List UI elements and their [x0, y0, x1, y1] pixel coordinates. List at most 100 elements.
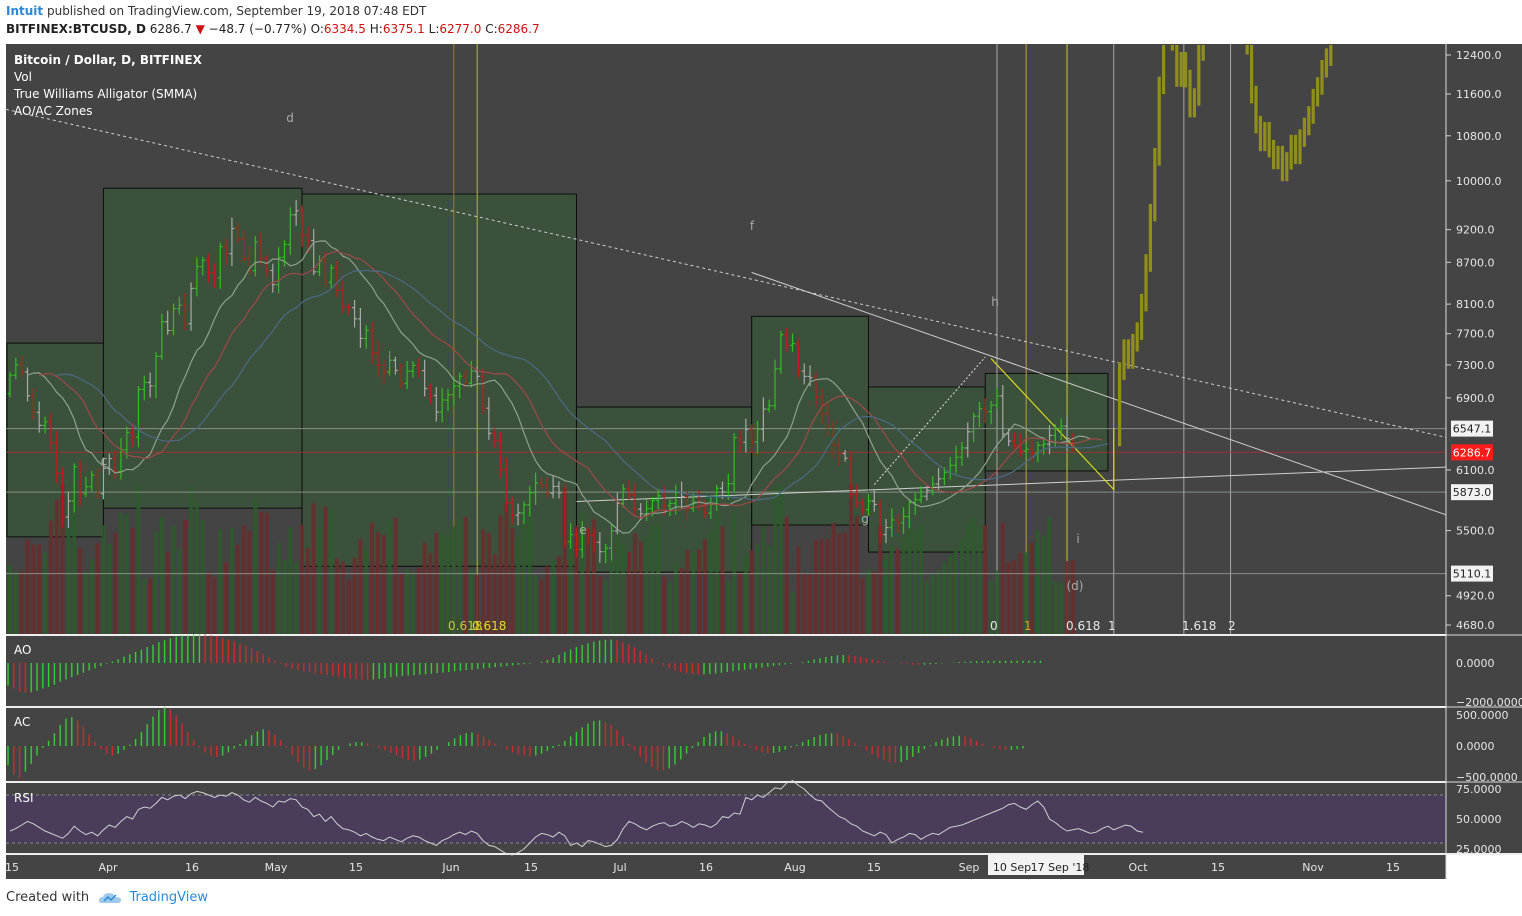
volume-bar	[416, 567, 421, 634]
price-bar	[772, 359, 778, 410]
price-bar	[1064, 415, 1070, 451]
volume-bar	[621, 544, 626, 634]
volume-bar	[767, 545, 772, 634]
volume-bar	[148, 578, 153, 634]
price-bars	[7, 199, 1109, 564]
price-bar	[19, 354, 25, 377]
time-axis: 15 Apr 16 May 15 Jun 15 Jul 16 Aug 15 Sep 10 Sep 17 S…	[5, 855, 1400, 875]
volume-bar	[142, 579, 147, 634]
volume-bar	[294, 561, 299, 634]
price-bar	[836, 435, 842, 466]
price-bar	[83, 476, 89, 498]
volume-bar	[592, 519, 596, 634]
volume-bar	[691, 552, 696, 634]
price-bar	[340, 280, 346, 315]
alligator-line-2	[56, 269, 1109, 501]
volume-bar	[574, 525, 579, 634]
price-bar	[229, 217, 235, 267]
price-bar	[1058, 418, 1064, 441]
volume-bar	[130, 527, 135, 634]
volume-bar	[860, 578, 865, 634]
price-bar	[982, 398, 988, 424]
volume-bar	[1012, 559, 1017, 634]
price-bar	[293, 199, 299, 226]
author-link[interactable]: Intuit	[6, 4, 44, 18]
chart-canvas[interactable]: Bitcoin / Dollar, D, BITFINEX Vol True Wil…	[0, 42, 1522, 888]
ac-pane-background	[6, 708, 1446, 781]
ao-pane-title: AO	[14, 643, 31, 657]
volume-bar	[562, 488, 567, 634]
volume-bar	[1059, 582, 1064, 634]
volume-bar	[1035, 530, 1040, 634]
price-bar	[387, 351, 393, 376]
volume-bar	[930, 574, 935, 634]
alligator-line-0	[27, 240, 1091, 534]
price-tick-label: 6900.0	[1456, 392, 1495, 405]
price-bar	[235, 223, 241, 243]
price-level-badge	[1451, 565, 1493, 582]
ac-histogram	[7, 706, 1024, 778]
volume-bar	[866, 569, 871, 634]
crosshair-date-badge	[1036, 855, 1084, 875]
price-bar	[883, 519, 889, 544]
volume-bar	[194, 501, 199, 634]
price-bar	[427, 383, 433, 405]
volume-bar	[469, 570, 474, 634]
volume-bar	[878, 526, 883, 634]
close-value: 6286.7	[497, 22, 540, 36]
volume-bar	[983, 525, 988, 634]
volume-bar	[773, 486, 778, 634]
price-bar	[562, 484, 568, 549]
price-tick-label: 10000.0	[1456, 175, 1502, 188]
volume-bar	[720, 526, 725, 634]
volume-bar	[486, 533, 491, 634]
volume-bar	[848, 484, 853, 634]
price-bar	[398, 363, 404, 389]
volume-bar	[708, 530, 713, 634]
volume-bar	[936, 569, 941, 634]
price-bar	[357, 307, 363, 348]
volume-bar	[959, 539, 964, 634]
price-bar	[521, 501, 527, 524]
volume-bar	[259, 511, 264, 634]
price-badge-text: 5110.1	[1453, 568, 1492, 581]
price-bar	[182, 293, 188, 331]
price-bar	[211, 262, 217, 289]
volume-bar	[247, 531, 252, 634]
tradingview-link[interactable]: TradingView	[129, 890, 208, 905]
time-tick-label: Oct	[1128, 861, 1148, 874]
ac-axis-label: 0.0000	[1456, 740, 1495, 753]
volume-bar	[1053, 581, 1058, 634]
price-bar	[416, 357, 422, 378]
volume-bar	[1047, 517, 1052, 634]
volume-bar	[516, 537, 521, 634]
price-bar	[171, 303, 177, 336]
price-bar	[930, 476, 936, 496]
crosshair-date-badge	[988, 855, 1036, 875]
volume-bar	[422, 543, 427, 634]
price-bar	[667, 499, 673, 516]
volume-bar	[556, 556, 561, 634]
fib-label: 0.618	[448, 619, 482, 633]
volume-bar	[796, 546, 801, 634]
price-tick-label: 9200.0	[1456, 224, 1495, 237]
price-bar	[889, 508, 895, 537]
price-tick-label: 6100.0	[1456, 464, 1495, 477]
price-bar	[194, 257, 200, 297]
volume-bar	[335, 558, 340, 634]
wave-label: h	[991, 295, 999, 309]
price-bar	[42, 416, 48, 434]
price-bar	[813, 372, 819, 407]
wave-label: e	[579, 523, 586, 537]
high-value: 6375.1	[382, 22, 425, 36]
wave-label: (d)	[1067, 579, 1084, 593]
price-bar	[200, 256, 206, 276]
price-bar	[538, 478, 544, 490]
price-bar	[381, 359, 387, 385]
published-text: published on TradingView.com, September …	[46, 4, 427, 18]
time-tick-label: 15	[349, 861, 363, 874]
price-bar	[492, 428, 498, 448]
volume-bar	[352, 557, 357, 634]
volume-bar	[919, 523, 924, 634]
price-bar	[147, 372, 153, 398]
